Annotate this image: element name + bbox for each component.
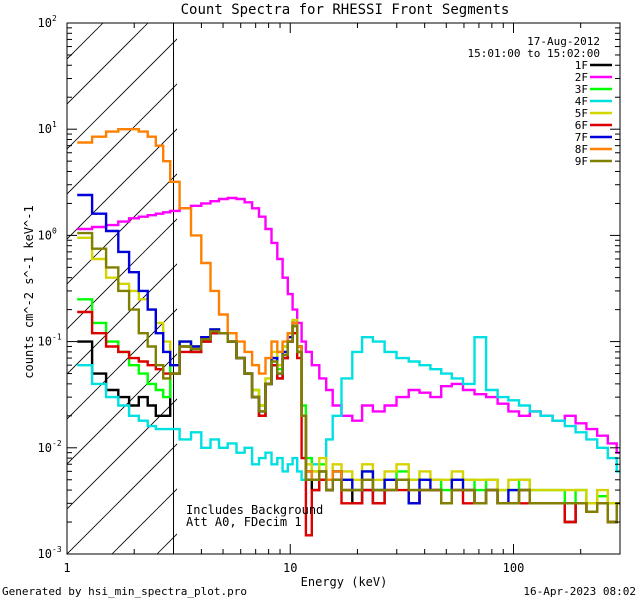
hatch-line [67,38,177,150]
x-axis-label: Energy (keV) [301,575,388,589]
annotation-background: Includes Background [186,503,323,517]
hatch-region [0,23,640,554]
y-tick-label: 10 [38,16,52,30]
footer-timestamp: 16-Apr-2023 08:02 [523,585,636,598]
y-tick-label: 10 [38,335,52,349]
hatch-line [607,23,640,554]
y-tick-label: 10 [38,547,52,561]
series-layer [77,127,620,537]
chart-title: Count Spectra for RHESSI Front Segments [181,2,510,18]
hatch-line [562,23,640,554]
hatch-line [67,23,104,60]
hatch-line [67,128,177,240]
hatch-line [67,353,177,465]
x-tick-label: 10 [283,561,297,575]
axis-ticks [66,22,621,555]
hatch-line [67,443,177,554]
y-tick-label: 10 [38,228,52,242]
hatch-line [67,83,177,195]
hatch-line [0,23,13,554]
y-tick-exponent: -3 [52,545,62,554]
time-range-label: 15:01:00 to 15:02:00 [468,47,600,60]
legend-label-4F: 4F [575,95,588,108]
hatch-line [111,488,177,554]
legend-label-2F: 2F [575,71,588,84]
hatch-line [156,533,177,554]
series-5F [77,236,620,505]
legend-label-7F: 7F [575,131,588,144]
legend-label-8F: 8F [575,143,588,156]
hatch-line [472,23,640,554]
hatch-line [67,398,177,510]
series-8F [77,127,620,524]
date-label: 17-Aug-2012 [527,35,600,48]
hatch-line [67,308,177,420]
footer-generated-by: Generated by hsi_min_spectra_plot.pro [2,585,247,598]
hatch-line [67,173,177,285]
series-7F [77,193,620,524]
series-6F [77,310,620,537]
y-tick-label: 10 [38,441,52,455]
y-tick-exponent: 2 [52,14,57,23]
legend-label-3F: 3F [575,83,588,96]
x-tick-label: 1 [63,561,70,575]
series-3F [77,298,620,505]
x-tick-label: 100 [503,561,525,575]
y-axis-label: counts cm^-2 s^-1 keV^-1 [22,205,36,378]
y-tick-exponent: 1 [52,120,57,129]
legend-label-6F: 6F [575,119,588,132]
y-tick-label: 10 [38,122,52,136]
hatch-line [67,218,177,330]
series-2F [77,196,620,454]
y-tick-exponent: -1 [52,333,62,342]
series-1F [77,324,620,524]
legend-label-9F: 9F [575,155,588,168]
y-tick-exponent: -2 [52,439,62,448]
legend-label-1F: 1F [575,59,588,72]
series-9F [77,231,620,524]
plot-frame [66,22,621,555]
legend-label-5F: 5F [575,107,588,120]
hatch-line [67,263,177,375]
hatch-line [427,23,640,554]
hatch-line [337,23,640,554]
annotation-attenuator: Att A0, FDecim 1 [186,515,302,529]
y-tick-exponent: 0 [52,226,57,235]
series-4F [77,336,620,481]
